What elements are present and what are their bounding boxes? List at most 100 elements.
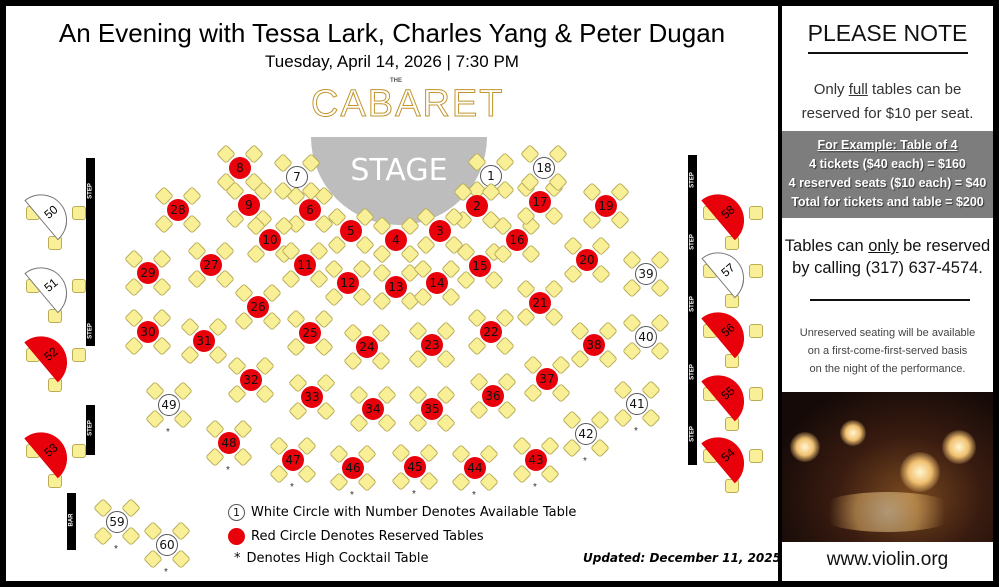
table-43[interactable]: 43 [525,449,547,471]
stage-glow [812,492,962,532]
cocktail-asterisk-icon: * [290,482,294,493]
unreserved-line: Unreserved seating will be available [799,327,976,339]
note-text-part: reserved for $10 per seat. [801,105,974,122]
reserved-sample-icon [228,528,245,545]
table-60[interactable]: 60 [156,534,178,556]
chandelier-light [942,430,976,464]
chair [72,444,86,458]
table-21[interactable]: 21 [529,292,551,314]
table-8[interactable]: 8 [229,157,251,179]
step-right: STEP STEP STEP STEP STEP [688,155,697,465]
table-13[interactable]: 13 [385,276,407,298]
table-28[interactable]: 28 [167,199,189,221]
table-27[interactable]: 27 [200,254,222,276]
table-45[interactable]: 45 [404,456,426,478]
table-47[interactable]: 47 [282,449,304,471]
call-phone: by calling (317) 637-4574. [792,259,983,277]
table-38[interactable]: 38 [583,334,605,356]
table-4[interactable]: 4 [385,229,407,251]
table-25[interactable]: 25 [299,322,321,344]
table-48[interactable]: 48 [218,432,240,454]
table-39[interactable]: 39 [635,263,657,285]
available-sample-icon: 1 [228,504,245,521]
step-label: STEP [689,364,696,380]
table-16[interactable]: 16 [506,229,528,251]
table-2[interactable]: 2 [466,195,488,217]
table-40[interactable]: 40 [635,326,657,348]
table-33[interactable]: 33 [301,386,323,408]
step-left-lower: STEP [86,405,95,455]
table-32[interactable]: 32 [240,369,262,391]
divider [808,52,968,54]
table-59[interactable]: 59 [106,511,128,533]
cocktail-asterisk-icon: * [350,490,354,501]
cocktail-asterisk-icon: * [226,465,230,476]
step-label: STEP [87,323,94,339]
logo-the: THE [390,78,402,84]
table-30[interactable]: 30 [137,321,159,343]
bar: BAR [67,493,76,550]
unreserved-text: Unreserved seating will be available on … [782,324,993,378]
table-5[interactable]: 5 [340,220,362,242]
step-label: STEP [689,296,696,312]
step-label: STEP [87,420,94,436]
table-31[interactable]: 31 [193,330,215,352]
table-19[interactable]: 19 [595,195,617,217]
table-3[interactable]: 3 [429,220,451,242]
logo-name: CABARET [311,83,505,125]
note-text: Only full tables can be reserved for $10… [782,78,993,126]
example-box: For Example: Table of 4 4 tickets ($40 e… [782,131,993,218]
divider [810,299,970,301]
legend-reserved-text: Red Circle Denotes Reserved Tables [251,529,484,544]
chair [749,324,763,338]
updated-date: Updated: December 11, 2025 [583,551,781,565]
seating-map: An Evening with Tessa Lark, Charles Yang… [6,6,781,581]
chair [72,206,86,220]
note-heading: PLEASE NOTE [807,20,968,46]
table-7[interactable]: 7 [286,166,308,188]
table-10[interactable]: 10 [259,229,281,251]
cabaret-logo: THE CABARET [311,78,505,125]
table-42[interactable]: 42 [575,423,597,445]
website-link[interactable]: www.violin.org [826,549,949,570]
table-22[interactable]: 22 [480,321,502,343]
note-text-part: Only [813,81,849,98]
example-line: 4 tickets ($40 each) = $160 [809,157,966,171]
chair [749,206,763,220]
table-41[interactable]: 41 [626,393,648,415]
table-35[interactable]: 35 [421,398,443,420]
chandelier-light [900,452,940,492]
table-18[interactable]: 18 [533,157,555,179]
call-text-part: be reserved [898,237,991,255]
chair [749,387,763,401]
table-14[interactable]: 14 [426,272,448,294]
table-26[interactable]: 26 [247,296,269,318]
table-44[interactable]: 44 [464,457,486,479]
table-11[interactable]: 11 [294,254,316,276]
chandelier-light [790,432,820,462]
table-36[interactable]: 36 [482,385,504,407]
table-23[interactable]: 23 [421,334,443,356]
note-emphasis: full [848,81,868,98]
table-6[interactable]: 6 [299,199,321,221]
table-12[interactable]: 12 [337,272,359,294]
table-46[interactable]: 46 [342,457,364,479]
table-9[interactable]: 9 [238,194,260,216]
chair [749,264,763,278]
table-34[interactable]: 34 [362,398,384,420]
table-37[interactable]: 37 [536,368,558,390]
cocktail-asterisk-icon: * [583,456,587,467]
table-24[interactable]: 24 [356,336,378,358]
call-text-part: Tables can [784,237,869,255]
table-15[interactable]: 15 [469,255,491,277]
asterisk-icon: * [234,551,241,566]
table-49[interactable]: 49 [158,394,180,416]
table-29[interactable]: 29 [137,262,159,284]
table-20[interactable]: 20 [576,249,598,271]
legend-cocktail: * Denotes High Cocktail Table [234,551,428,566]
table-17[interactable]: 17 [529,191,551,213]
example-title: For Example: Table of 4 [817,138,958,152]
step-left-upper: STEP STEP [86,158,95,346]
example-line: Total for tickets and table = $200 [791,195,984,209]
please-note-panel: PLEASE NOTE Only full tables can be rese… [782,6,993,581]
